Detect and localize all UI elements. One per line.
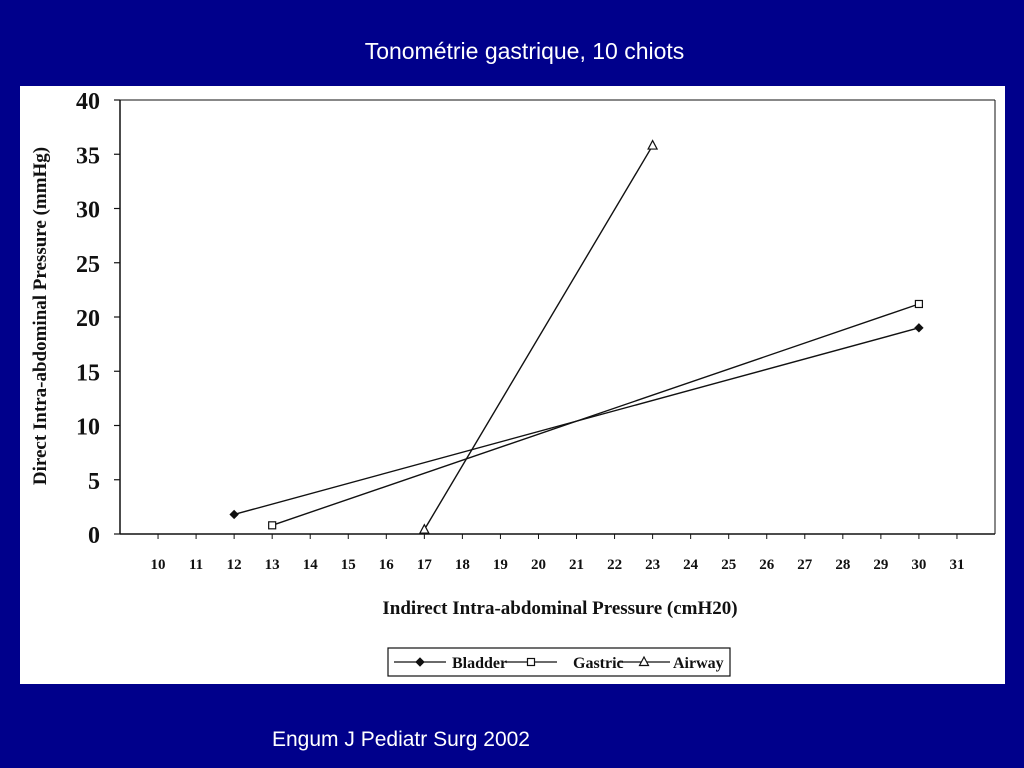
y-ticks: 0 5 10 15 20 25 30 35 40	[76, 89, 120, 549]
data-point-gastric	[914, 299, 924, 309]
legend-label-bladder: Bladder	[452, 655, 507, 672]
x-tick-label: 25	[721, 557, 736, 573]
data-point-gastric	[268, 521, 277, 530]
series-line-airway	[423, 145, 654, 531]
series-layer	[229, 139, 924, 534]
legend-label-gastric: Gastric	[573, 655, 624, 672]
data-point-airway	[647, 139, 659, 150]
legend-marker-airway	[638, 655, 650, 667]
x-tick-label: 11	[189, 557, 203, 573]
y-tick-label: 40	[76, 89, 100, 115]
axes	[119, 99, 996, 535]
x-tick-label: 26	[759, 557, 775, 573]
x-tick-label: 27	[797, 557, 813, 573]
y-tick-label: 15	[76, 360, 100, 386]
x-tick-label: 17	[417, 557, 433, 573]
y-tick-label: 25	[76, 252, 100, 278]
data-point-bladder	[229, 509, 239, 520]
data-point-bladder	[914, 323, 924, 333]
x-tick-label: 30	[911, 557, 926, 573]
x-tick-label: 15	[341, 557, 356, 573]
legend-label-airway: Airway	[673, 655, 724, 672]
x-tick-label: 14	[303, 557, 319, 573]
x-tick-label: 10	[151, 557, 166, 573]
x-tick-label: 20	[531, 557, 546, 573]
x-tick-label: 19	[493, 557, 508, 573]
y-tick-label: 0	[88, 523, 100, 549]
x-tick-label: 31	[949, 557, 964, 573]
x-tick-label: 28	[835, 557, 850, 573]
chart-svg: 0 5 10 15 20 25 30 35 40 10 11 12 13 14 15 16 17 18 19 20 2…	[30, 89, 996, 677]
x-ticks: 10 11 12 13 14 15 16 17 18 19 20 21 22 23 24 25 26 27 28 29…	[151, 534, 964, 573]
y-tick-label: 20	[76, 306, 100, 332]
x-tick-label: 22	[607, 557, 622, 573]
y-tick-label: 35	[76, 143, 100, 169]
citation: Engum J Pediatr Surg 2002	[272, 728, 530, 751]
y-tick-label: 30	[76, 198, 100, 224]
data-point-airway	[418, 523, 430, 534]
x-tick-label: 23	[645, 557, 660, 573]
legend-marker-bladder	[415, 657, 425, 667]
y-axis-title: Direct Intra-abdominal Pressure (mmHg)	[30, 147, 51, 485]
slide-title: Tonométrie gastrique, 10 chiots	[364, 38, 685, 64]
x-tick-label: 13	[265, 557, 280, 573]
legend-marker-gastric	[526, 657, 536, 667]
x-tick-label: 16	[379, 557, 395, 573]
series-line-gastric	[271, 303, 920, 526]
x-tick-label: 29	[873, 557, 888, 573]
y-tick-label: 10	[76, 415, 100, 441]
x-axis-title: Indirect Intra-abdominal Pressure (cmH20…	[382, 598, 737, 619]
x-tick-label: 21	[569, 557, 584, 573]
y-tick-label: 5	[88, 469, 100, 495]
x-tick-label: 12	[227, 557, 242, 573]
legend: Bladder Gastric Airway	[387, 647, 731, 677]
chart-panel: 0 5 10 15 20 25 30 35 40 10 11 12 13 14 15 16 17 18 19 20 2…	[20, 86, 1005, 684]
x-tick-label: 24	[683, 557, 699, 573]
x-tick-label: 18	[455, 557, 470, 573]
